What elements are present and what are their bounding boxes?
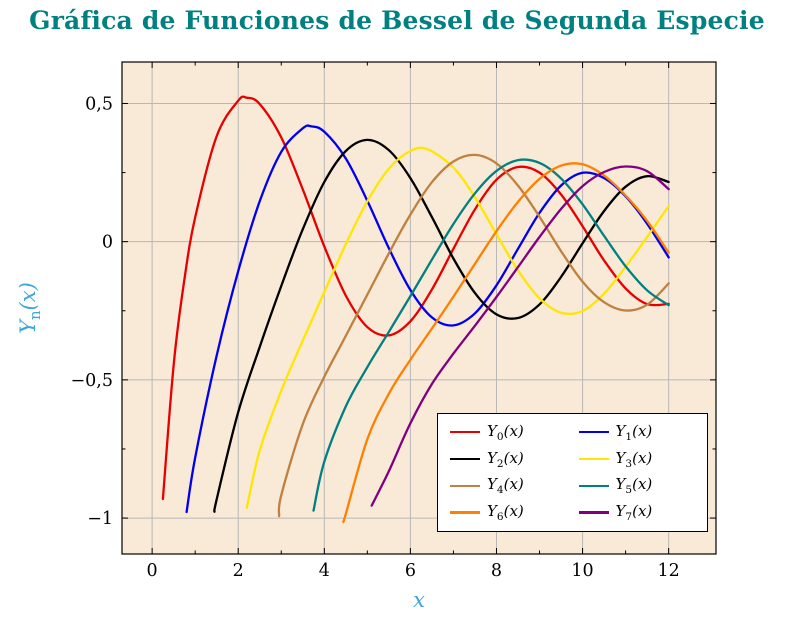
x-tick-label: 0 — [147, 561, 158, 581]
legend: Y0(x) Y1(x) Y2(x) Y3(x) Y4(x) Y5(x) Y6(x) Y7(x) — [437, 413, 708, 532]
legend-label: Y1(x) — [615, 421, 653, 443]
legend-item-Y3: Y3(x) — [578, 448, 698, 470]
x-tick-label: 8 — [491, 561, 502, 581]
y-axis-label-sub: n — [27, 310, 45, 320]
legend-item-Y7: Y7(x) — [578, 502, 698, 524]
x-tick-label: 4 — [319, 561, 330, 581]
legend-item-Y2: Y2(x) — [450, 449, 569, 470]
legend-label: Y6(x) — [487, 502, 524, 524]
axis-ticks — [122, 62, 716, 554]
legend-swatch — [578, 457, 609, 461]
x-tick-label: 6 — [405, 561, 416, 581]
legend-swatch — [450, 457, 480, 461]
plot-frame — [121, 61, 717, 555]
legend-swatch — [578, 484, 609, 488]
y-tick-label: 0,5 — [85, 94, 113, 114]
y-axis-label-arg: (x) — [16, 282, 40, 311]
series-curve-Y5 — [312, 158, 670, 512]
x-tick-label: 2 — [233, 561, 244, 581]
tick-labels: 0 2 4 6 8 10 12 0,5 0 −0,5 −1 — [71, 94, 680, 581]
series-curve-Y7 — [370, 165, 670, 507]
legend-swatch — [578, 431, 609, 434]
y-tick-label: 0 — [102, 233, 113, 253]
legend-swatch — [450, 511, 480, 514]
legend-swatch — [450, 431, 480, 434]
series-curves — [161, 95, 670, 524]
series-curve-Y1 — [185, 124, 670, 514]
series-curve-Y6 — [342, 162, 670, 524]
y-tick-label: −0,5 — [71, 371, 114, 391]
legend-label: Y5(x) — [615, 475, 653, 497]
legend-item-Y6: Y6(x) — [450, 502, 569, 523]
legend-item-Y5: Y5(x) — [578, 475, 698, 497]
x-tick-label: 12 — [658, 561, 680, 581]
series-curve-Y4 — [277, 153, 670, 518]
series-curve-Y2 — [213, 138, 670, 513]
x-axis-label: x — [413, 588, 425, 612]
series-curve-Y3 — [245, 146, 670, 509]
bessel-chart-svg: 0 2 4 6 8 10 12 0,5 0 −0,5 −1 — [71, 61, 717, 581]
page-title: Gráfica de Funciones de Bessel de Segund… — [29, 6, 765, 35]
legend-item-Y1: Y1(x) — [578, 421, 698, 443]
legend-swatch — [578, 511, 609, 514]
legend-swatch — [450, 484, 480, 488]
y-axis-label: Yn(x) — [16, 228, 44, 388]
legend-item-Y0: Y0(x) — [450, 422, 569, 443]
x-tick-label: 10 — [571, 561, 593, 581]
legend-item-Y4: Y4(x) — [450, 475, 569, 496]
legend-label: Y7(x) — [615, 502, 653, 524]
legend-label: Y0(x) — [487, 421, 524, 443]
series-curve-Y0 — [161, 95, 670, 501]
legend-label: Y4(x) — [487, 475, 524, 497]
legend-label: Y2(x) — [487, 448, 524, 470]
y-axis-label-base: Y — [16, 319, 40, 334]
y-tick-label: −1 — [87, 509, 113, 529]
legend-label: Y3(x) — [615, 448, 653, 470]
